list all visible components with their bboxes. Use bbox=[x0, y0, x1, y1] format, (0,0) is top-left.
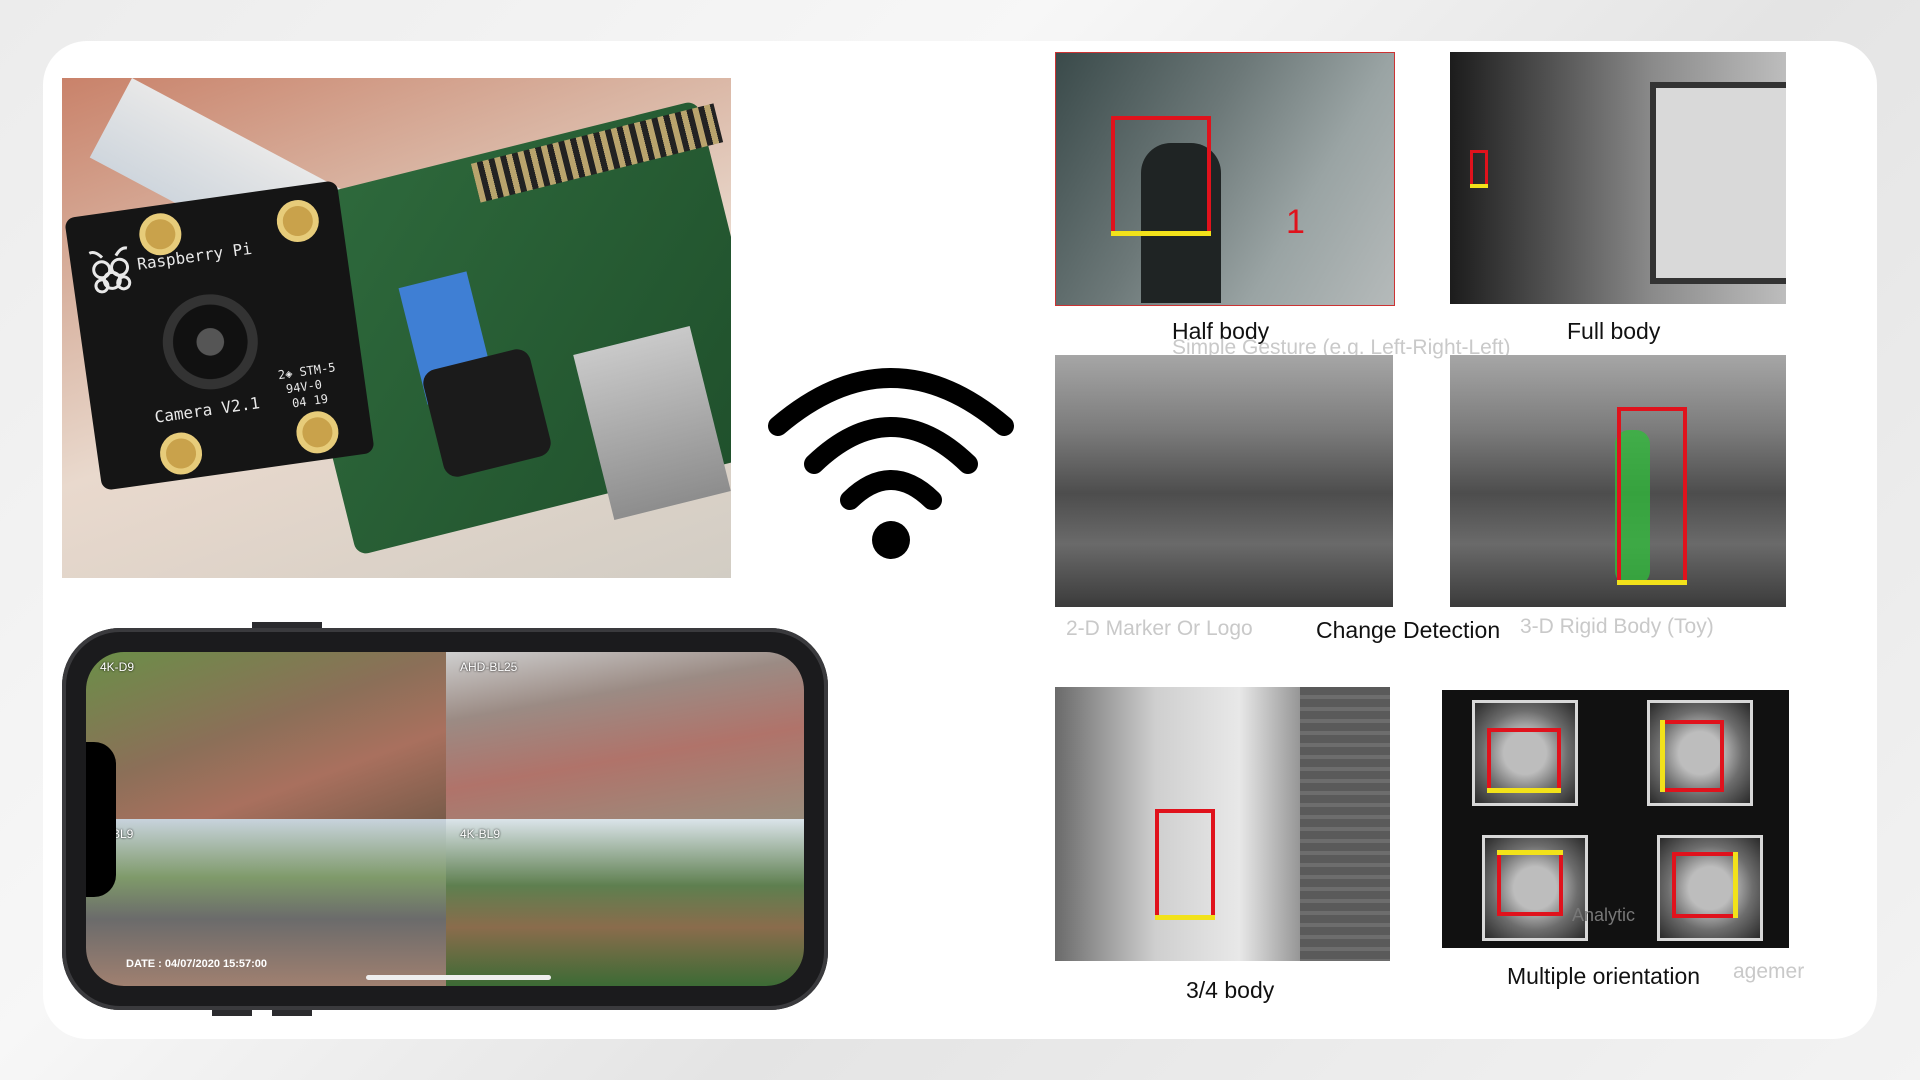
detection-box-side bbox=[1660, 720, 1665, 792]
detection-box bbox=[1470, 150, 1488, 188]
wifi-icon bbox=[768, 368, 1014, 559]
ghost-caption: agemer bbox=[1733, 960, 1805, 983]
phone-button bbox=[212, 1010, 252, 1016]
feed-label: 4K-BL9 bbox=[460, 827, 501, 841]
phone-button bbox=[252, 622, 322, 628]
phone-button bbox=[272, 1010, 312, 1016]
camera-module: Raspberry Pi Camera V2.1 2◈ STM-5 94V-0 … bbox=[64, 180, 375, 491]
multiple-orientation-caption: Multiple orientation bbox=[1507, 963, 1701, 989]
detection-box-top bbox=[1497, 850, 1563, 855]
detection-box-base bbox=[1487, 788, 1561, 793]
feed-label: AHD-BL25 bbox=[460, 660, 518, 674]
camera-model-text: Camera V2.1 bbox=[153, 393, 262, 427]
detection-box-base bbox=[1470, 184, 1488, 188]
overlay-count: 1 bbox=[1286, 203, 1305, 241]
detection-box bbox=[1497, 850, 1563, 916]
detection-box-side bbox=[1733, 852, 1738, 918]
detection-box-base bbox=[1155, 915, 1215, 920]
change-detection-camera-2 bbox=[1450, 355, 1786, 607]
house-siding bbox=[1300, 687, 1390, 961]
raspberry-pi-camera-photo: Raspberry Pi Camera V2.1 2◈ STM-5 94V-0 … bbox=[62, 78, 731, 578]
full-body-camera bbox=[1450, 52, 1786, 304]
feed-date: DATE : 04/07/2020 15:57:00 bbox=[126, 958, 268, 970]
feed-label: 4K-D9 bbox=[100, 660, 135, 674]
detection-box bbox=[1487, 728, 1561, 792]
wall-poster bbox=[1650, 82, 1786, 284]
mount-hole bbox=[157, 429, 205, 478]
full-body-caption: Full body bbox=[1567, 318, 1661, 344]
detection-box bbox=[1617, 407, 1687, 585]
ghost-caption: Analytic bbox=[1572, 905, 1636, 925]
detection-box-base bbox=[1617, 580, 1687, 585]
camera-feed-3[interactable]: K-BL9 bbox=[86, 819, 446, 986]
detection-box bbox=[1155, 809, 1215, 919]
multiple-orientation-camera: Analytic bbox=[1442, 690, 1789, 948]
camera-feed-2[interactable]: AHD-BL25 bbox=[446, 652, 804, 819]
change-detection-camera-1 bbox=[1055, 355, 1393, 607]
home-indicator[interactable] bbox=[366, 975, 551, 980]
ghost-caption: 3-D Rigid Body (Toy) bbox=[1520, 615, 1714, 638]
ghost-caption: 2-D Marker Or Logo bbox=[1066, 617, 1253, 640]
camera-feed-1[interactable]: 4K-D9 bbox=[86, 652, 446, 819]
half-body-caption: Half body bbox=[1172, 318, 1270, 344]
mount-hole bbox=[293, 408, 342, 457]
mount-hole bbox=[274, 197, 322, 245]
three-quarter-body-caption: 3/4 body bbox=[1186, 977, 1275, 1003]
three-quarter-body-camera bbox=[1055, 687, 1390, 961]
phone-screen: 4K-D9 AHD-BL25 K-BL9 4K-BL9 DATE : 04/07… bbox=[86, 652, 804, 986]
detection-box bbox=[1111, 116, 1211, 236]
phone-notch bbox=[86, 742, 116, 897]
camera-feed-4[interactable]: 4K-BL9 bbox=[446, 819, 804, 986]
change-detection-caption: Change Detection bbox=[1316, 617, 1501, 643]
ghost-caption: Simple Gesture (e.g. Left-Right-Left) bbox=[1172, 336, 1511, 359]
raspberry-logo-icon bbox=[88, 246, 132, 294]
half-body-camera: 1 bbox=[1055, 52, 1395, 306]
detection-box-base bbox=[1111, 231, 1211, 236]
detection-box bbox=[1672, 852, 1738, 918]
camera-lens bbox=[156, 288, 264, 396]
smartphone: 4K-D9 AHD-BL25 K-BL9 4K-BL9 DATE : 04/07… bbox=[62, 622, 828, 1016]
detection-box bbox=[1660, 720, 1724, 792]
